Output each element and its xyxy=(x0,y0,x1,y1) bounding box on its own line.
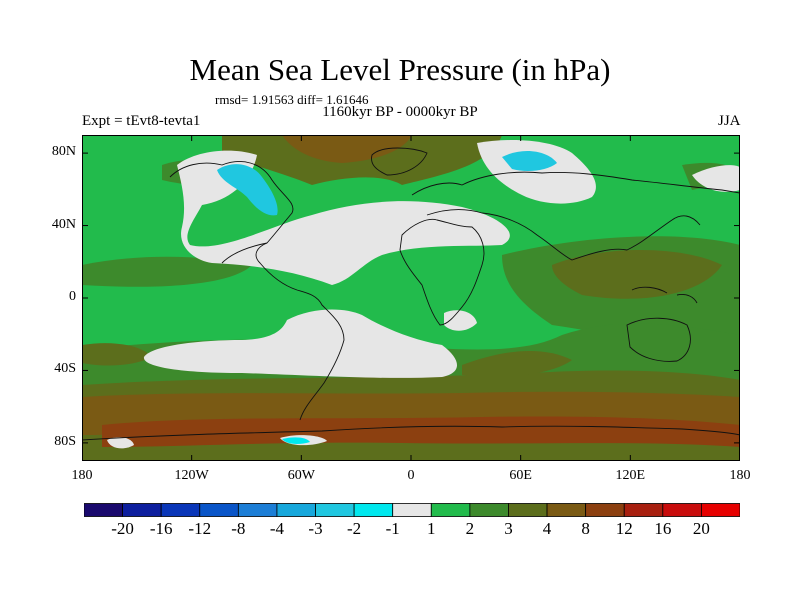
colorbar-swatch xyxy=(623,503,664,517)
colorbar-swatch xyxy=(199,503,239,517)
latitude-label: 40S xyxy=(54,361,76,377)
time-range-subtitle: 1160kyr BP - 0000kyr BP xyxy=(322,104,478,120)
americas-coastline xyxy=(169,161,345,421)
colorbar-swatch xyxy=(469,503,509,517)
colorbar-swatch xyxy=(276,503,316,517)
colorbar-label: 16 xyxy=(654,519,672,538)
central-america-coastline xyxy=(221,242,268,264)
colorbar-label: -1 xyxy=(385,519,400,538)
colorbar-label: -2 xyxy=(347,519,362,538)
colorbar-label: 20 xyxy=(692,519,710,538)
longitude-label: 60E xyxy=(509,468,532,483)
colorbar-swatch xyxy=(508,503,548,517)
colorbar-label: -4 xyxy=(269,519,285,538)
pressure-map xyxy=(82,135,740,461)
colorbar-label: -3 xyxy=(308,519,323,538)
maritime-continent-coastline xyxy=(631,286,698,304)
colorbar xyxy=(84,503,740,517)
africa-coastline xyxy=(399,218,485,326)
eurasia-south-coastline xyxy=(426,209,701,261)
season-label: JJA xyxy=(718,113,741,129)
longitude-label: 180 xyxy=(71,468,93,483)
coastlines xyxy=(82,147,740,441)
map-ticks xyxy=(82,135,740,461)
longitude-label: 120W xyxy=(174,468,209,483)
field-patch xyxy=(444,310,477,331)
colorbar-swatch xyxy=(84,503,123,517)
field-patch xyxy=(282,135,412,163)
latitude-label: 40N xyxy=(51,216,76,232)
colorbar-label: -8 xyxy=(231,519,246,538)
colorbar-swatch xyxy=(662,503,702,517)
colorbar-label: 12 xyxy=(615,519,633,538)
colorbar-swatch xyxy=(430,503,471,517)
field-patch xyxy=(217,164,278,216)
longitude-label: 60W xyxy=(287,468,315,483)
pressure-field xyxy=(82,135,740,461)
field-patch xyxy=(552,250,722,299)
longitude-label: 120E xyxy=(615,468,646,483)
colorbar-swatch xyxy=(237,503,278,517)
field-patch xyxy=(82,343,152,366)
latitude-label: 0 xyxy=(69,289,76,304)
colorbar-label: -20 xyxy=(111,519,134,538)
field-patch xyxy=(692,165,740,192)
latitude-label: 80S xyxy=(54,433,76,449)
longitude-label: 180 xyxy=(729,468,751,483)
field-patch xyxy=(177,150,510,285)
colorbar-swatch xyxy=(701,503,740,517)
field-patch xyxy=(107,437,134,449)
field-patch xyxy=(462,350,572,377)
field-patch xyxy=(502,151,557,171)
colorbar-label: 1 xyxy=(427,519,436,538)
colorbar-swatch xyxy=(160,503,201,517)
colorbar-swatch xyxy=(315,503,355,517)
colorbar-swatch xyxy=(353,503,394,517)
field-patch xyxy=(282,437,310,444)
greenland-coastline xyxy=(371,147,428,176)
colorbar-label: 8 xyxy=(581,519,590,538)
colorbar-swatch xyxy=(585,503,625,517)
eurasia-north-coastline xyxy=(411,171,740,196)
colorbar-label: -16 xyxy=(149,519,173,538)
field-patch xyxy=(82,256,252,287)
colorbar-swatch xyxy=(546,503,587,517)
colorbar-label: 4 xyxy=(542,519,552,538)
colorbar-swatch xyxy=(122,503,162,517)
colorbar-label: -12 xyxy=(188,519,212,538)
australia-coastline xyxy=(626,317,691,362)
longitude-label: 0 xyxy=(407,468,415,483)
map-title: Mean Sea Level Pressure (in hPa) xyxy=(189,52,611,87)
latitude-label: 80N xyxy=(51,144,76,160)
field-patch xyxy=(102,416,740,447)
colorbar-swatch xyxy=(392,503,432,517)
antarctica-coastline xyxy=(82,425,740,441)
colorbar-label: 3 xyxy=(504,519,513,538)
colorbar-label: 2 xyxy=(465,519,475,538)
field-patch xyxy=(143,309,457,378)
experiment-label: Expt = tEvt8-tevta1 xyxy=(82,113,201,129)
stats-label: rmsd= 1.91563 diff= 1.61646 xyxy=(215,92,369,107)
